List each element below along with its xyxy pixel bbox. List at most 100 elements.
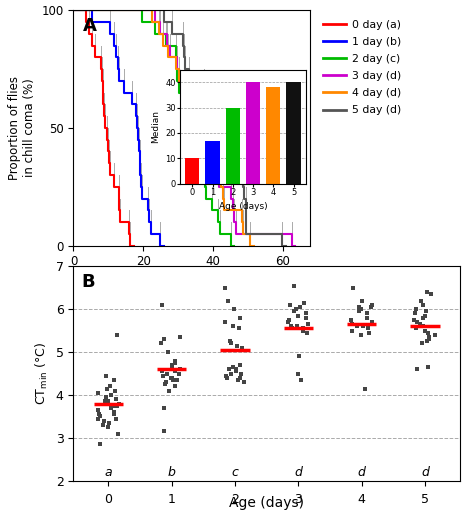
Point xyxy=(368,318,376,326)
Point xyxy=(423,288,431,296)
Point xyxy=(295,352,303,360)
Point xyxy=(349,283,356,292)
Point xyxy=(111,387,118,395)
Point xyxy=(413,365,420,373)
Point xyxy=(299,327,306,335)
Point xyxy=(356,303,363,311)
Point xyxy=(233,342,241,350)
Point xyxy=(284,318,292,326)
Bar xyxy=(185,158,200,184)
Point xyxy=(161,380,169,388)
Bar xyxy=(205,141,219,184)
Point xyxy=(158,301,166,309)
Point xyxy=(169,361,176,369)
Point xyxy=(234,376,242,384)
Legend: 0 day (a), 1 day (b), 2 day (c), 3 day (d), 4 day (d), 5 day (d): 0 day (a), 1 day (b), 2 day (c), 3 day (… xyxy=(318,16,405,119)
Point xyxy=(111,402,119,410)
Point xyxy=(419,301,427,309)
Y-axis label: CT$_{\rm min}$ (°C): CT$_{\rm min}$ (°C) xyxy=(34,342,50,405)
Point xyxy=(169,376,177,384)
Point xyxy=(362,385,369,393)
Point xyxy=(160,428,168,436)
Point xyxy=(221,283,229,292)
Point xyxy=(240,378,248,386)
Y-axis label: Proportion of flies
in chill coma (%): Proportion of flies in chill coma (%) xyxy=(8,76,36,180)
Point xyxy=(168,374,176,382)
Point xyxy=(161,335,168,343)
Point xyxy=(427,290,435,298)
Point xyxy=(102,393,110,401)
Point xyxy=(238,344,246,352)
Point xyxy=(421,327,429,335)
Point xyxy=(176,333,183,341)
Point xyxy=(425,335,433,343)
Point xyxy=(95,410,102,418)
Point xyxy=(300,299,308,307)
Point xyxy=(368,301,375,309)
Bar xyxy=(226,108,240,184)
Point xyxy=(237,369,245,377)
Point xyxy=(110,408,118,416)
Point xyxy=(106,382,113,390)
X-axis label: Time after cold stress (min): Time after cold stress (min) xyxy=(106,274,278,287)
Point xyxy=(419,322,426,330)
Point xyxy=(228,369,235,377)
Point xyxy=(363,309,371,317)
Point xyxy=(110,410,118,418)
Point xyxy=(299,327,307,335)
Point xyxy=(348,327,356,335)
Point xyxy=(365,324,372,332)
Point xyxy=(237,314,244,322)
Point xyxy=(294,311,302,320)
Point xyxy=(95,415,102,423)
Point xyxy=(419,339,426,347)
Point xyxy=(159,372,166,380)
Point xyxy=(223,374,231,382)
Point xyxy=(229,322,237,330)
Point xyxy=(222,318,229,326)
Point xyxy=(357,331,365,339)
Text: a: a xyxy=(104,466,112,479)
Point xyxy=(172,382,179,390)
Text: d: d xyxy=(294,466,302,479)
Point xyxy=(172,359,179,367)
X-axis label: Age (days): Age (days) xyxy=(219,202,267,211)
Point xyxy=(232,365,240,373)
Text: 0: 0 xyxy=(104,493,112,506)
Point xyxy=(424,337,431,345)
Point xyxy=(421,311,428,320)
Point xyxy=(293,322,301,330)
Point xyxy=(227,339,234,347)
Point xyxy=(302,314,310,322)
Point xyxy=(112,395,120,403)
Point xyxy=(115,430,122,438)
Point xyxy=(302,309,310,317)
Point xyxy=(412,324,420,332)
Point xyxy=(411,309,419,317)
Point xyxy=(232,367,240,375)
Point xyxy=(171,357,178,365)
Point xyxy=(229,363,237,371)
Point xyxy=(230,305,238,313)
Point xyxy=(359,322,367,330)
Point xyxy=(295,369,302,377)
Point xyxy=(172,367,179,375)
Point xyxy=(425,363,432,371)
Point xyxy=(237,374,244,382)
Point xyxy=(417,296,425,305)
Point xyxy=(94,389,102,397)
Point xyxy=(107,404,115,412)
Point xyxy=(164,348,172,356)
Point xyxy=(167,374,175,382)
Point xyxy=(291,307,298,315)
Point xyxy=(304,320,311,328)
Point xyxy=(163,378,170,386)
Point xyxy=(100,417,108,425)
Point xyxy=(222,372,230,380)
Bar xyxy=(246,82,260,184)
Point xyxy=(286,316,293,324)
Point xyxy=(236,324,243,332)
Point xyxy=(104,423,112,431)
Point xyxy=(354,322,361,330)
Point xyxy=(355,307,363,315)
